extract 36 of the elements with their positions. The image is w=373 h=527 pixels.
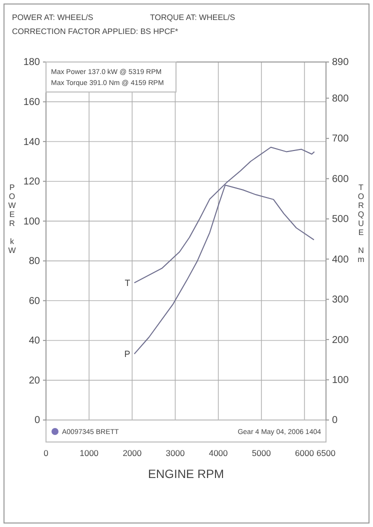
y-axis-title: POWER kW (8, 183, 16, 255)
y2-axis-title: TORQUE Nm (358, 183, 365, 264)
x-tick-label: 3000 (166, 448, 185, 458)
x-tick-label: 6500 (316, 448, 336, 458)
text: TORQUE AT: WHEEL/S (150, 13, 236, 22)
y2-tick-label: 100 (332, 374, 350, 386)
x-tick-label: 6000 (295, 448, 314, 458)
x-axis-title: ENGINE RPM (148, 467, 224, 481)
y-tick-label: 0 (34, 415, 40, 426)
y2-tick-label: 600 (332, 174, 350, 185)
series-label: P (124, 348, 130, 359)
y-tick-label: 160 (23, 96, 40, 108)
y-tick-label: 180 (23, 57, 40, 68)
series-label: T (124, 278, 131, 288)
x-tick-label: 2000 (122, 448, 142, 458)
x-tick-label: 4000 (208, 448, 228, 458)
y2-tick-label: 0 (332, 415, 338, 426)
y-tick-label: 20 (28, 375, 40, 386)
y2-tick-label: 300 (332, 294, 350, 306)
y2-tick-label: 800 (332, 93, 350, 104)
x-tick-label: 5000 (252, 448, 272, 458)
y-tick-label: 120 (23, 176, 40, 188)
y2-tick-label: 700 (332, 134, 350, 145)
y-tick-label: 100 (23, 216, 40, 228)
x-tick-label: 0 (44, 448, 49, 458)
y-tick-label: 40 (28, 336, 40, 347)
y-tick-label: 60 (28, 296, 40, 307)
y2-tick-label: 200 (332, 334, 350, 346)
x-tick-label: 1000 (80, 448, 99, 458)
y2-tick-label: 890 (332, 57, 350, 68)
y-tick-label: 140 (23, 136, 40, 148)
text: POWER AT: WHEEL/S (12, 13, 94, 22)
y2-tick-label: 500 (332, 214, 350, 226)
y-tick-label: 80 (28, 256, 40, 268)
text: CORRECTION FACTOR APPLIED: BS HPCF* (12, 27, 178, 36)
y2-tick-label: 400 (332, 254, 350, 266)
